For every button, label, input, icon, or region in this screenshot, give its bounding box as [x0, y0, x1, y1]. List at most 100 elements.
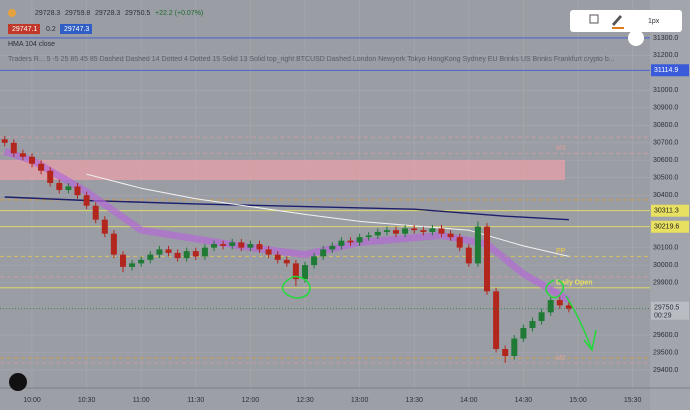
candle-body	[465, 247, 472, 264]
x-tick-label: 15:30	[624, 397, 642, 404]
candle-body	[338, 240, 345, 246]
y-tick-label: 31300.0	[653, 35, 678, 42]
candle-body	[256, 244, 263, 250]
header: 29728.3 29759.8 29728.3 29750.5 +22.2 (+…	[8, 9, 615, 63]
tool-icon[interactable]	[612, 15, 622, 26]
ohlc: 29728.3	[35, 10, 60, 17]
y-tick-label: 30600.0	[653, 157, 678, 164]
annotation-arrow	[565, 295, 597, 352]
logo	[9, 373, 27, 391]
toolbar-bg	[570, 10, 682, 32]
countdown: 00:29	[654, 313, 672, 320]
candle-body	[92, 205, 99, 220]
candle-body	[129, 263, 136, 267]
y-tick-label: 29400.0	[653, 367, 678, 374]
price-tag-label: 30219.6	[654, 224, 679, 231]
candle-body	[56, 182, 63, 190]
candle-body	[511, 338, 518, 356]
candle-body	[165, 249, 172, 253]
x-tick-label: 13:30	[405, 397, 423, 404]
ohlc: 29728.3	[95, 10, 120, 17]
y-tick-label: 30100.0	[653, 244, 678, 251]
candle-body	[456, 237, 463, 248]
indicator-label: Traders R... 5 -5 25 85 45 85 Dashed Das…	[8, 56, 615, 63]
candle-body	[247, 244, 254, 248]
candle-body	[192, 251, 199, 257]
candle-body	[1, 139, 8, 143]
y-tick-label: 29600.0	[653, 332, 678, 339]
candle-body	[265, 249, 272, 255]
candle-body	[138, 259, 145, 264]
x-tick-label: 13:00	[351, 397, 369, 404]
buy-price[interactable]: 29747.3	[64, 26, 89, 33]
indicator-line	[86, 173, 570, 257]
candle-body	[320, 249, 327, 257]
candle-body	[420, 230, 427, 232]
candle-body	[374, 231, 381, 236]
candle-body	[10, 142, 17, 154]
price-tag	[651, 220, 689, 233]
candle-body	[302, 265, 308, 280]
candle-body	[311, 256, 318, 266]
x-tick-label: 14:30	[515, 397, 533, 404]
candle-body	[47, 170, 54, 183]
level-label: Daily Open	[556, 280, 593, 287]
candle-body	[156, 249, 163, 255]
tool-icon[interactable]	[589, 14, 599, 24]
candle-body	[229, 242, 236, 246]
candle-body	[174, 252, 181, 259]
sell-button[interactable]	[8, 24, 40, 34]
sell-price[interactable]: 29747.1	[12, 26, 37, 33]
candle-body	[402, 228, 409, 234]
candle-body	[484, 226, 490, 292]
x-tick-label: 11:00	[133, 397, 150, 404]
x-tick-label: 15:00	[569, 397, 587, 404]
candle-body	[556, 300, 563, 306]
candle-body	[529, 321, 536, 329]
candle-body	[383, 230, 390, 232]
candle-body	[183, 251, 190, 259]
candle-body	[74, 186, 81, 196]
last-price-tag	[651, 301, 689, 320]
candle-body	[447, 233, 454, 238]
candle-body	[120, 254, 126, 267]
candle-body	[211, 244, 217, 248]
y-tick-label: 30800.0	[653, 122, 678, 129]
price-tag-label: 30311.3	[654, 208, 679, 215]
candle-body	[101, 219, 108, 234]
line-width[interactable]: 1px	[648, 18, 660, 25]
x-tick-label: 12:30	[296, 397, 314, 404]
candle-body	[110, 233, 117, 255]
candle-body	[520, 328, 527, 339]
y-tick-label: 29500.0	[653, 349, 678, 356]
candle-body	[83, 195, 90, 206]
y-tick-label: 31200.0	[653, 52, 678, 59]
price-tag-label: 31114.9	[654, 67, 678, 74]
change: +22.2 (+0.07%)	[155, 10, 203, 17]
candle-body	[283, 259, 290, 264]
candle-body	[147, 254, 154, 260]
x-tick-label: 10:00	[23, 397, 41, 404]
y-tick-label: 30400.0	[653, 192, 678, 199]
tool-color[interactable]	[612, 27, 624, 29]
candle-body	[38, 163, 45, 171]
price-tag	[651, 204, 689, 217]
y-tick-label: 30500.0	[653, 175, 678, 182]
candle-body	[493, 291, 500, 349]
candle-body	[411, 228, 418, 231]
candle-body	[29, 156, 35, 164]
buy-button[interactable]	[60, 24, 92, 34]
candle-body	[329, 245, 336, 250]
candle-body	[347, 240, 354, 243]
ohlc: 29759.8	[65, 10, 90, 17]
price-tag	[651, 64, 689, 77]
candle-body	[429, 228, 436, 232]
indicator-label: HMA 104 close	[8, 41, 55, 48]
candle-body	[292, 263, 299, 280]
tool-icon[interactable]	[628, 30, 644, 46]
x-tick-label: 12:00	[242, 397, 260, 404]
candle-body	[565, 305, 572, 309]
y-tick-label: 30900.0	[653, 105, 678, 112]
annotation-circle	[281, 275, 311, 299]
